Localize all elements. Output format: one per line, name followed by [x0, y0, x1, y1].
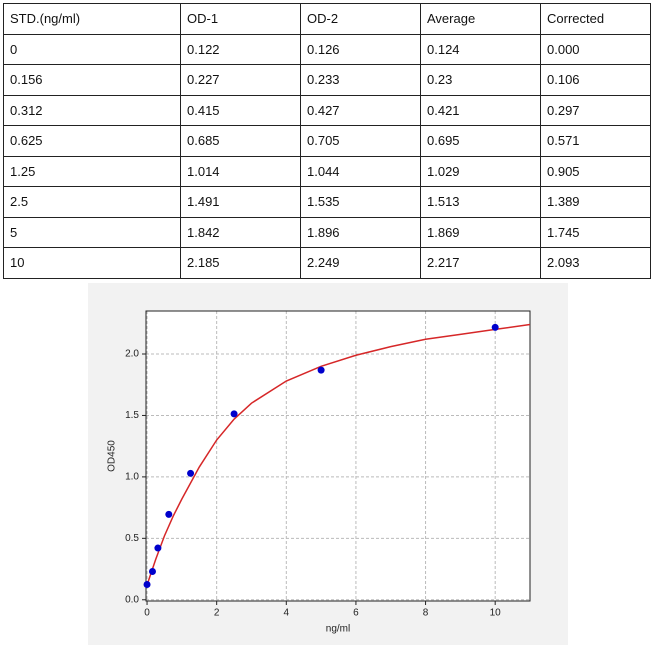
table-cell: STD.(ng/ml)	[3, 3, 181, 35]
table-cell: 0.23	[420, 64, 541, 96]
data-point	[317, 366, 325, 374]
table-cell: 0.297	[540, 94, 651, 126]
table-cell: 0.233	[300, 64, 421, 96]
table-row: 0.312 0.415 0.427 0.421 0.297	[3, 94, 651, 126]
table-cell: 1.745	[540, 216, 651, 248]
table-cell: 0.126	[300, 33, 421, 65]
table-cell: 0.106	[540, 64, 651, 96]
table-cell: 10	[3, 247, 181, 279]
y-tick-label: 0.0	[125, 594, 139, 605]
x-tick-label: 8	[423, 608, 429, 619]
table-cell: 0.124	[420, 33, 541, 65]
table-cell: 1.029	[420, 155, 541, 187]
plot-frame	[145, 310, 531, 602]
table-cell: 0.421	[420, 94, 541, 126]
y-tick-label: 1.0	[125, 472, 139, 483]
table-cell: 1.896	[300, 216, 421, 248]
table-cell: 0.156	[3, 64, 181, 96]
table-cell: Corrected	[540, 3, 651, 35]
table-cell: 0.427	[300, 94, 421, 126]
table-cell: 0.695	[420, 125, 541, 157]
fit-curve	[146, 323, 531, 586]
table-cell: 2.093	[540, 247, 651, 279]
x-tick-label: 2	[214, 608, 220, 619]
table-cell: 1.389	[540, 186, 651, 218]
table-cell: 0.000	[540, 33, 651, 65]
x-axis-label: ng/ml	[326, 624, 350, 635]
data-point	[187, 469, 195, 477]
table-cell: 2.249	[300, 247, 421, 279]
x-tick-label: 4	[284, 608, 290, 619]
x-tick-label: 6	[353, 608, 359, 619]
table-cell: OD-1	[180, 3, 301, 35]
data-point	[148, 568, 156, 576]
x-tick-label: 0	[144, 608, 150, 619]
table-cell: 2.217	[420, 247, 541, 279]
table-cell: Average	[420, 3, 541, 35]
data-point	[491, 323, 499, 331]
data-point	[143, 581, 151, 589]
data-point	[165, 510, 173, 518]
table-row: 5 1.842 1.896 1.869 1.745	[3, 216, 651, 248]
plot-area	[146, 311, 530, 601]
table-row: 10 2.185 2.249 2.217 2.093	[3, 247, 651, 279]
table-cell: 0.415	[180, 94, 301, 126]
x-tick-label: 10	[490, 608, 502, 619]
table-cell: 0.905	[540, 155, 651, 187]
y-tick-label: 2.0	[125, 349, 139, 360]
table-row: 0.156 0.227 0.233 0.23 0.106	[3, 64, 651, 96]
data-point	[230, 410, 238, 418]
data-table: STD.(ng/ml) OD-1 OD-2 Average Corrected 0 0.12…	[3, 3, 651, 279]
table-cell: 2.5	[3, 186, 181, 218]
table-cell: 0.122	[180, 33, 301, 65]
table-cell: 0.685	[180, 125, 301, 157]
table-cell: 2.185	[180, 247, 301, 279]
y-tick-label: 0.5	[125, 533, 139, 544]
data-point	[154, 544, 162, 552]
table-cell: 0.227	[180, 64, 301, 96]
y-tick-label: 1.5	[125, 410, 139, 421]
header-row: STD.(ng/ml) OD-1 OD-2 Average Corrected	[3, 3, 651, 35]
table-row: 0 0.122 0.126 0.124 0.000	[3, 33, 651, 65]
table-cell: 0.312	[3, 94, 181, 126]
table-cell: 1.014	[180, 155, 301, 187]
y-axis-label: OD450	[107, 440, 118, 472]
